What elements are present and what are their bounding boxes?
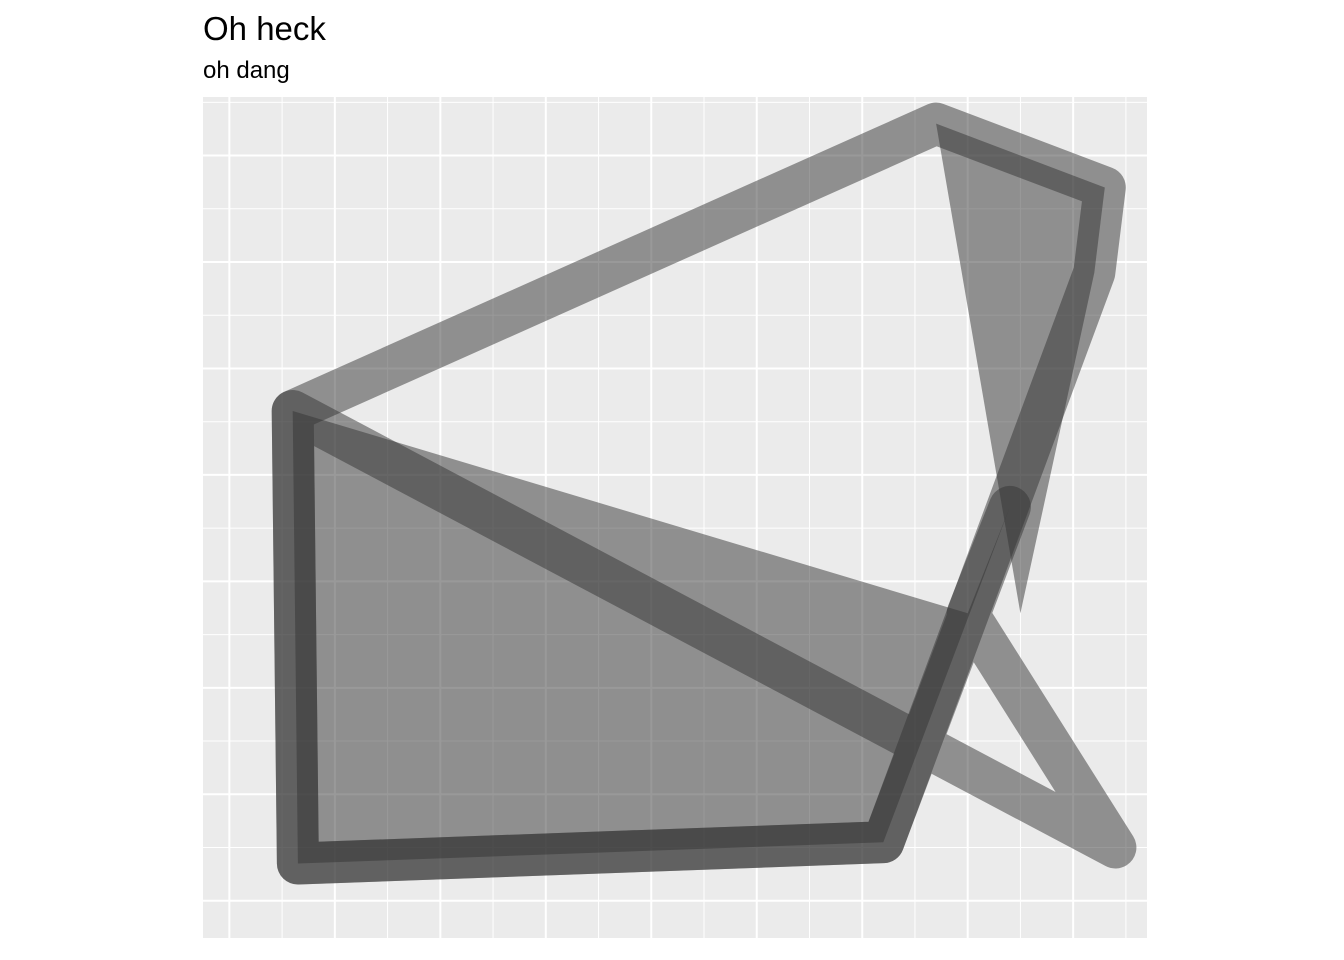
chart-subtitle: oh dang (203, 57, 290, 84)
fill-layer (292, 123, 1105, 864)
fill-polygon-1 (292, 411, 1010, 864)
chart-title: Oh heck (203, 10, 326, 47)
fill-polygon-2 (936, 123, 1105, 614)
